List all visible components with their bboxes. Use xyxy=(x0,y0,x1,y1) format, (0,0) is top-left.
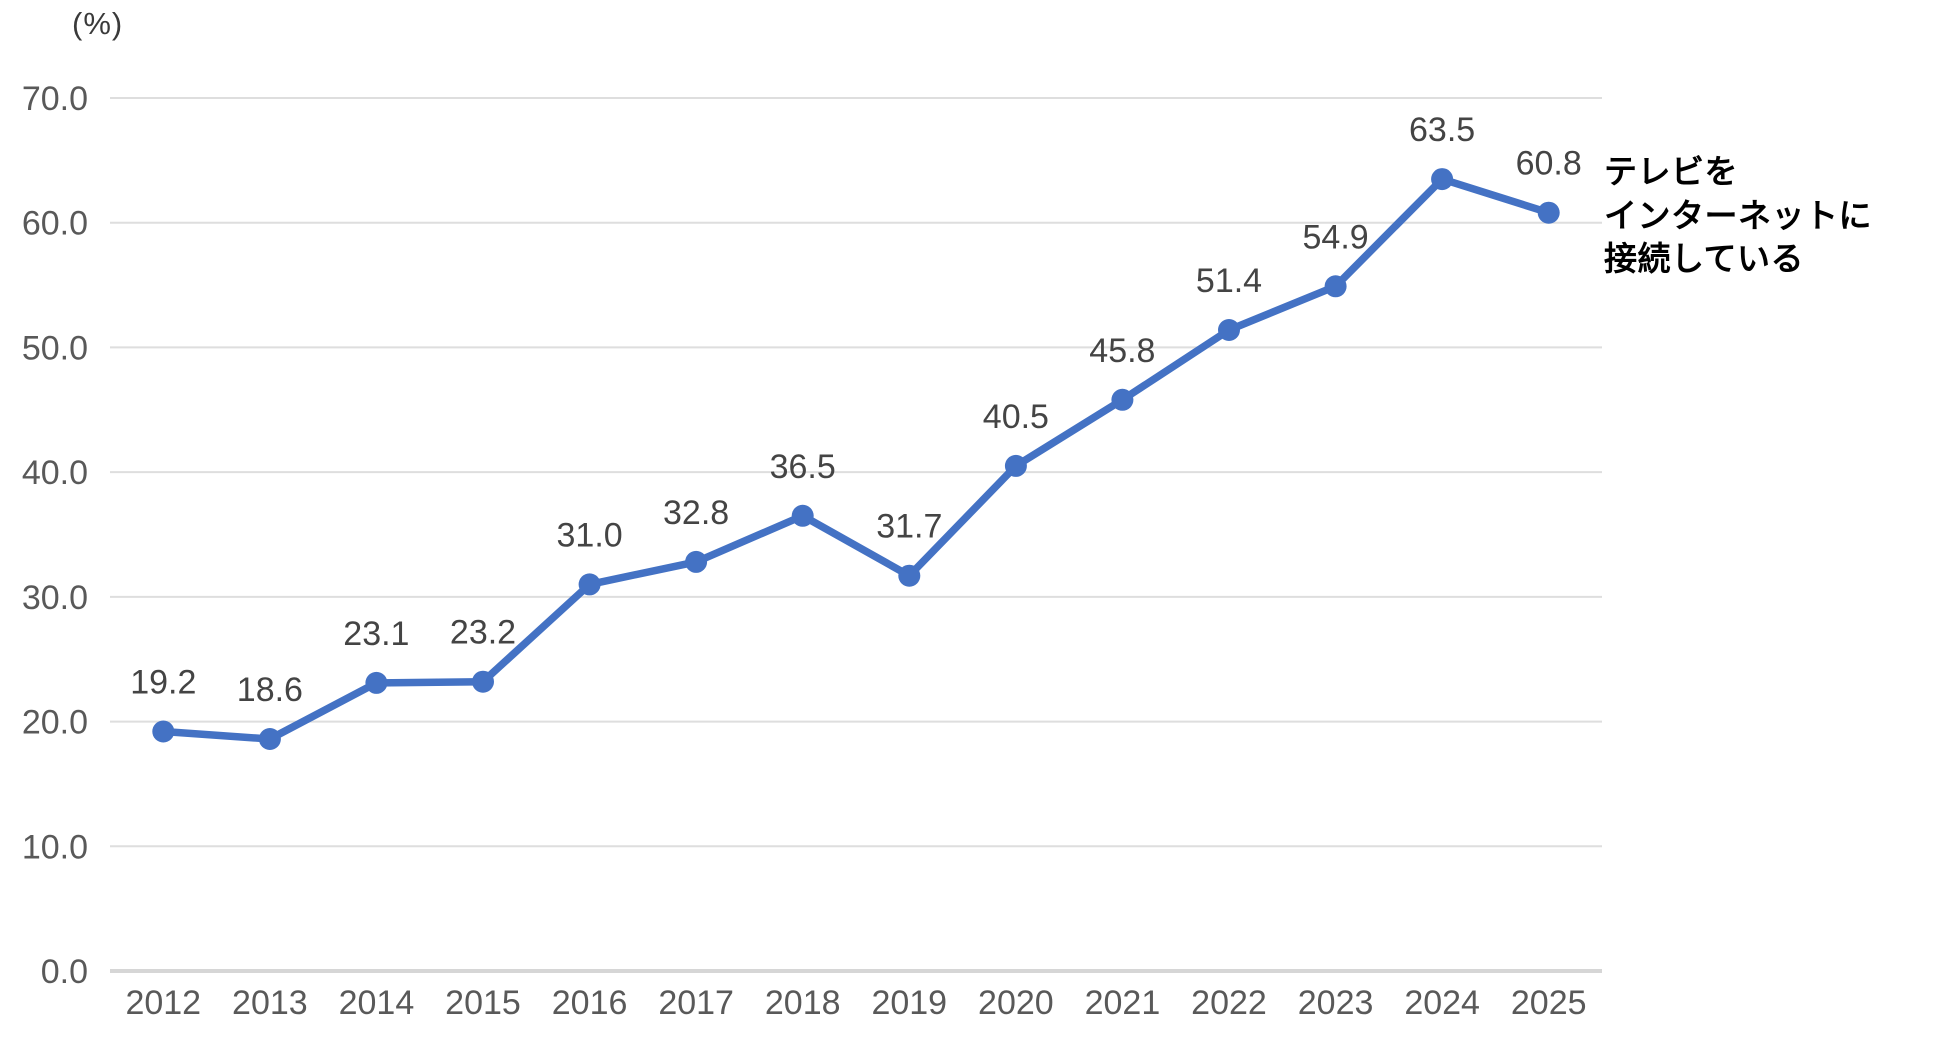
x-tick-label: 2022 xyxy=(1191,984,1267,1022)
x-tick-label: 2013 xyxy=(232,984,308,1022)
data-point xyxy=(1218,319,1240,341)
data-point xyxy=(1004,454,1027,477)
data-point xyxy=(685,550,708,573)
data-point xyxy=(578,573,601,596)
y-tick-label: 60.0 xyxy=(22,205,88,243)
data-point-label: 19.2 xyxy=(130,664,196,702)
data-point xyxy=(1111,388,1134,411)
data-point-label: 45.8 xyxy=(1089,332,1155,370)
series-line-group xyxy=(159,175,1553,743)
y-tick-label: 40.0 xyxy=(22,454,88,492)
y-tick-label: 20.0 xyxy=(22,704,88,742)
data-point-label: 23.1 xyxy=(343,615,409,653)
data-point-label: 60.8 xyxy=(1516,145,1582,183)
data-point xyxy=(791,504,814,527)
data-point xyxy=(1537,201,1560,224)
x-tick-label: 2014 xyxy=(339,984,415,1022)
data-point-label: 23.2 xyxy=(450,614,516,652)
series-line xyxy=(159,175,1553,743)
data-point xyxy=(898,564,921,587)
y-tick-label: 30.0 xyxy=(22,579,88,617)
x-tick-label: 2025 xyxy=(1511,984,1587,1022)
y-tick-label: 50.0 xyxy=(22,329,88,367)
series-annotation: テレビを インターネットに 接続している xyxy=(1604,153,1872,278)
data-point-label: 51.4 xyxy=(1196,262,1262,300)
y-axis-unit-label: (%) xyxy=(72,6,124,41)
data-point-label: 36.5 xyxy=(770,448,836,486)
x-tick-label: 2024 xyxy=(1404,984,1480,1022)
x-tick-label: 2016 xyxy=(552,984,628,1022)
data-point xyxy=(152,720,175,743)
x-tick-label: 2015 xyxy=(445,984,521,1022)
data-point xyxy=(365,671,388,694)
y-tick-label: 0.0 xyxy=(41,953,88,991)
x-tick-label: 2021 xyxy=(1085,984,1161,1022)
x-tick-label: 2023 xyxy=(1298,984,1374,1022)
data-point-label: 63.5 xyxy=(1409,111,1475,149)
x-tick-label: 2018 xyxy=(765,984,841,1022)
data-point-label: 31.7 xyxy=(876,508,942,546)
data-point-label: 32.8 xyxy=(663,494,729,532)
data-point xyxy=(472,670,494,693)
x-tick-label: 2020 xyxy=(978,984,1054,1022)
data-point xyxy=(1431,168,1454,191)
x-tick-label: 2012 xyxy=(125,984,201,1022)
y-tick-label: 10.0 xyxy=(22,828,88,866)
data-point-label: 54.9 xyxy=(1303,218,1369,256)
data-point-label: 31.0 xyxy=(557,516,623,554)
x-tick-label: 2019 xyxy=(871,984,947,1022)
x-tick-label: 2017 xyxy=(658,984,734,1022)
x-axis-tick-labels: 2012 2013 2014 2015 2016 2017 2018 2019 2020 2021… xyxy=(125,984,1586,1022)
data-point xyxy=(258,728,281,750)
gridlines-group xyxy=(110,97,1602,973)
series-markers-group xyxy=(152,168,1560,750)
y-tick-label: 70.0 xyxy=(22,80,88,118)
data-point-label: 40.5 xyxy=(983,398,1049,436)
data-labels-group: 19.2 18.6 23.1 23.2 31.0 32.8 36.5 31.7 40.5 45.8… xyxy=(130,111,1582,709)
data-point-label: 18.6 xyxy=(237,671,303,709)
data-point xyxy=(1324,275,1347,298)
y-axis-tick-labels: 0.0 10.0 20.0 30.0 40.0 50.0 60.0 70.0 xyxy=(22,80,88,991)
